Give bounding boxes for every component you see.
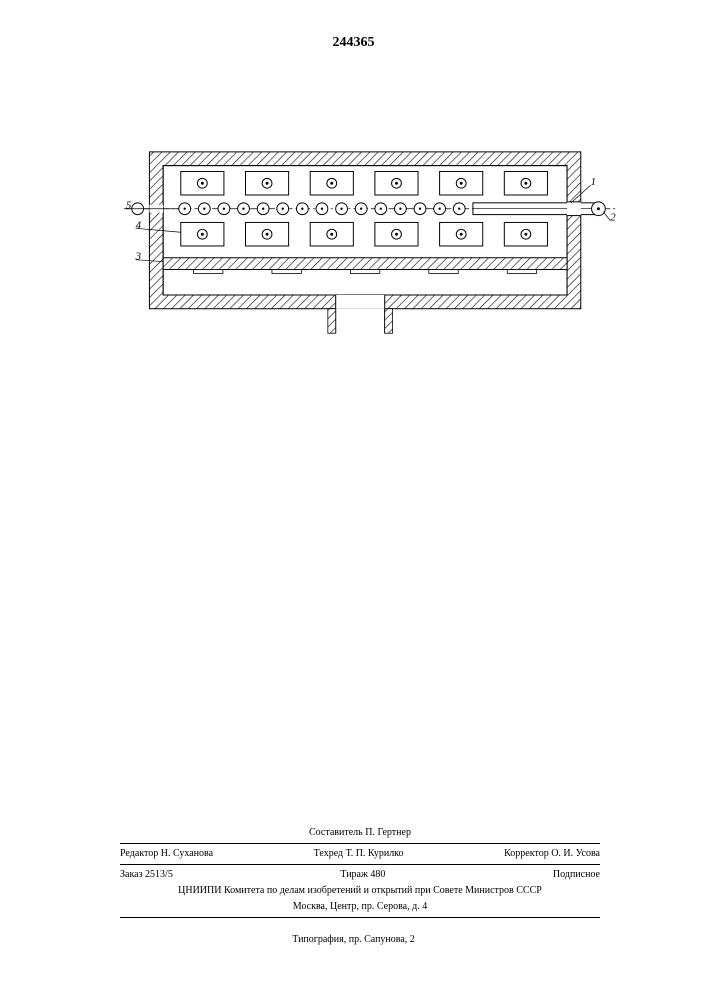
- order-number: 2513/5: [145, 869, 173, 880]
- typography-line: Типография, пр. Сапунова, 2: [0, 934, 707, 945]
- techred-name: Т. П. Курилко: [346, 848, 404, 859]
- editor-name: Н. Суханова: [161, 848, 213, 859]
- corrector-name: О. И. Усова: [551, 848, 600, 859]
- svg-text:1: 1: [591, 176, 596, 188]
- order-label: Заказ: [120, 869, 143, 880]
- compiler-name: П. Гертнер: [365, 827, 411, 838]
- svg-text:5: 5: [126, 200, 132, 212]
- editor-label: Редактор: [120, 848, 158, 859]
- org-line1: ЦНИИПИ Комитета по делам изобретений и о…: [120, 883, 600, 899]
- org-line2: Москва, Центр, пр. Серова, д. 4: [120, 899, 600, 915]
- footer-block: Составитель П. Гертнер Редактор Н. Сухан…: [120, 825, 600, 920]
- svg-text:2: 2: [610, 211, 616, 223]
- printrun-label: Тираж: [340, 869, 368, 880]
- document-number: 244365: [0, 35, 707, 51]
- techred-label: Техред: [314, 848, 343, 859]
- printrun: 480: [370, 869, 385, 880]
- compiler-label: Составитель: [309, 827, 363, 838]
- corrector-label: Корректор: [504, 848, 549, 859]
- svg-text:4: 4: [136, 219, 142, 231]
- svg-text:3: 3: [135, 251, 142, 263]
- technical-diagram: 12345: [120, 140, 600, 340]
- subscription: Подписное: [553, 868, 600, 882]
